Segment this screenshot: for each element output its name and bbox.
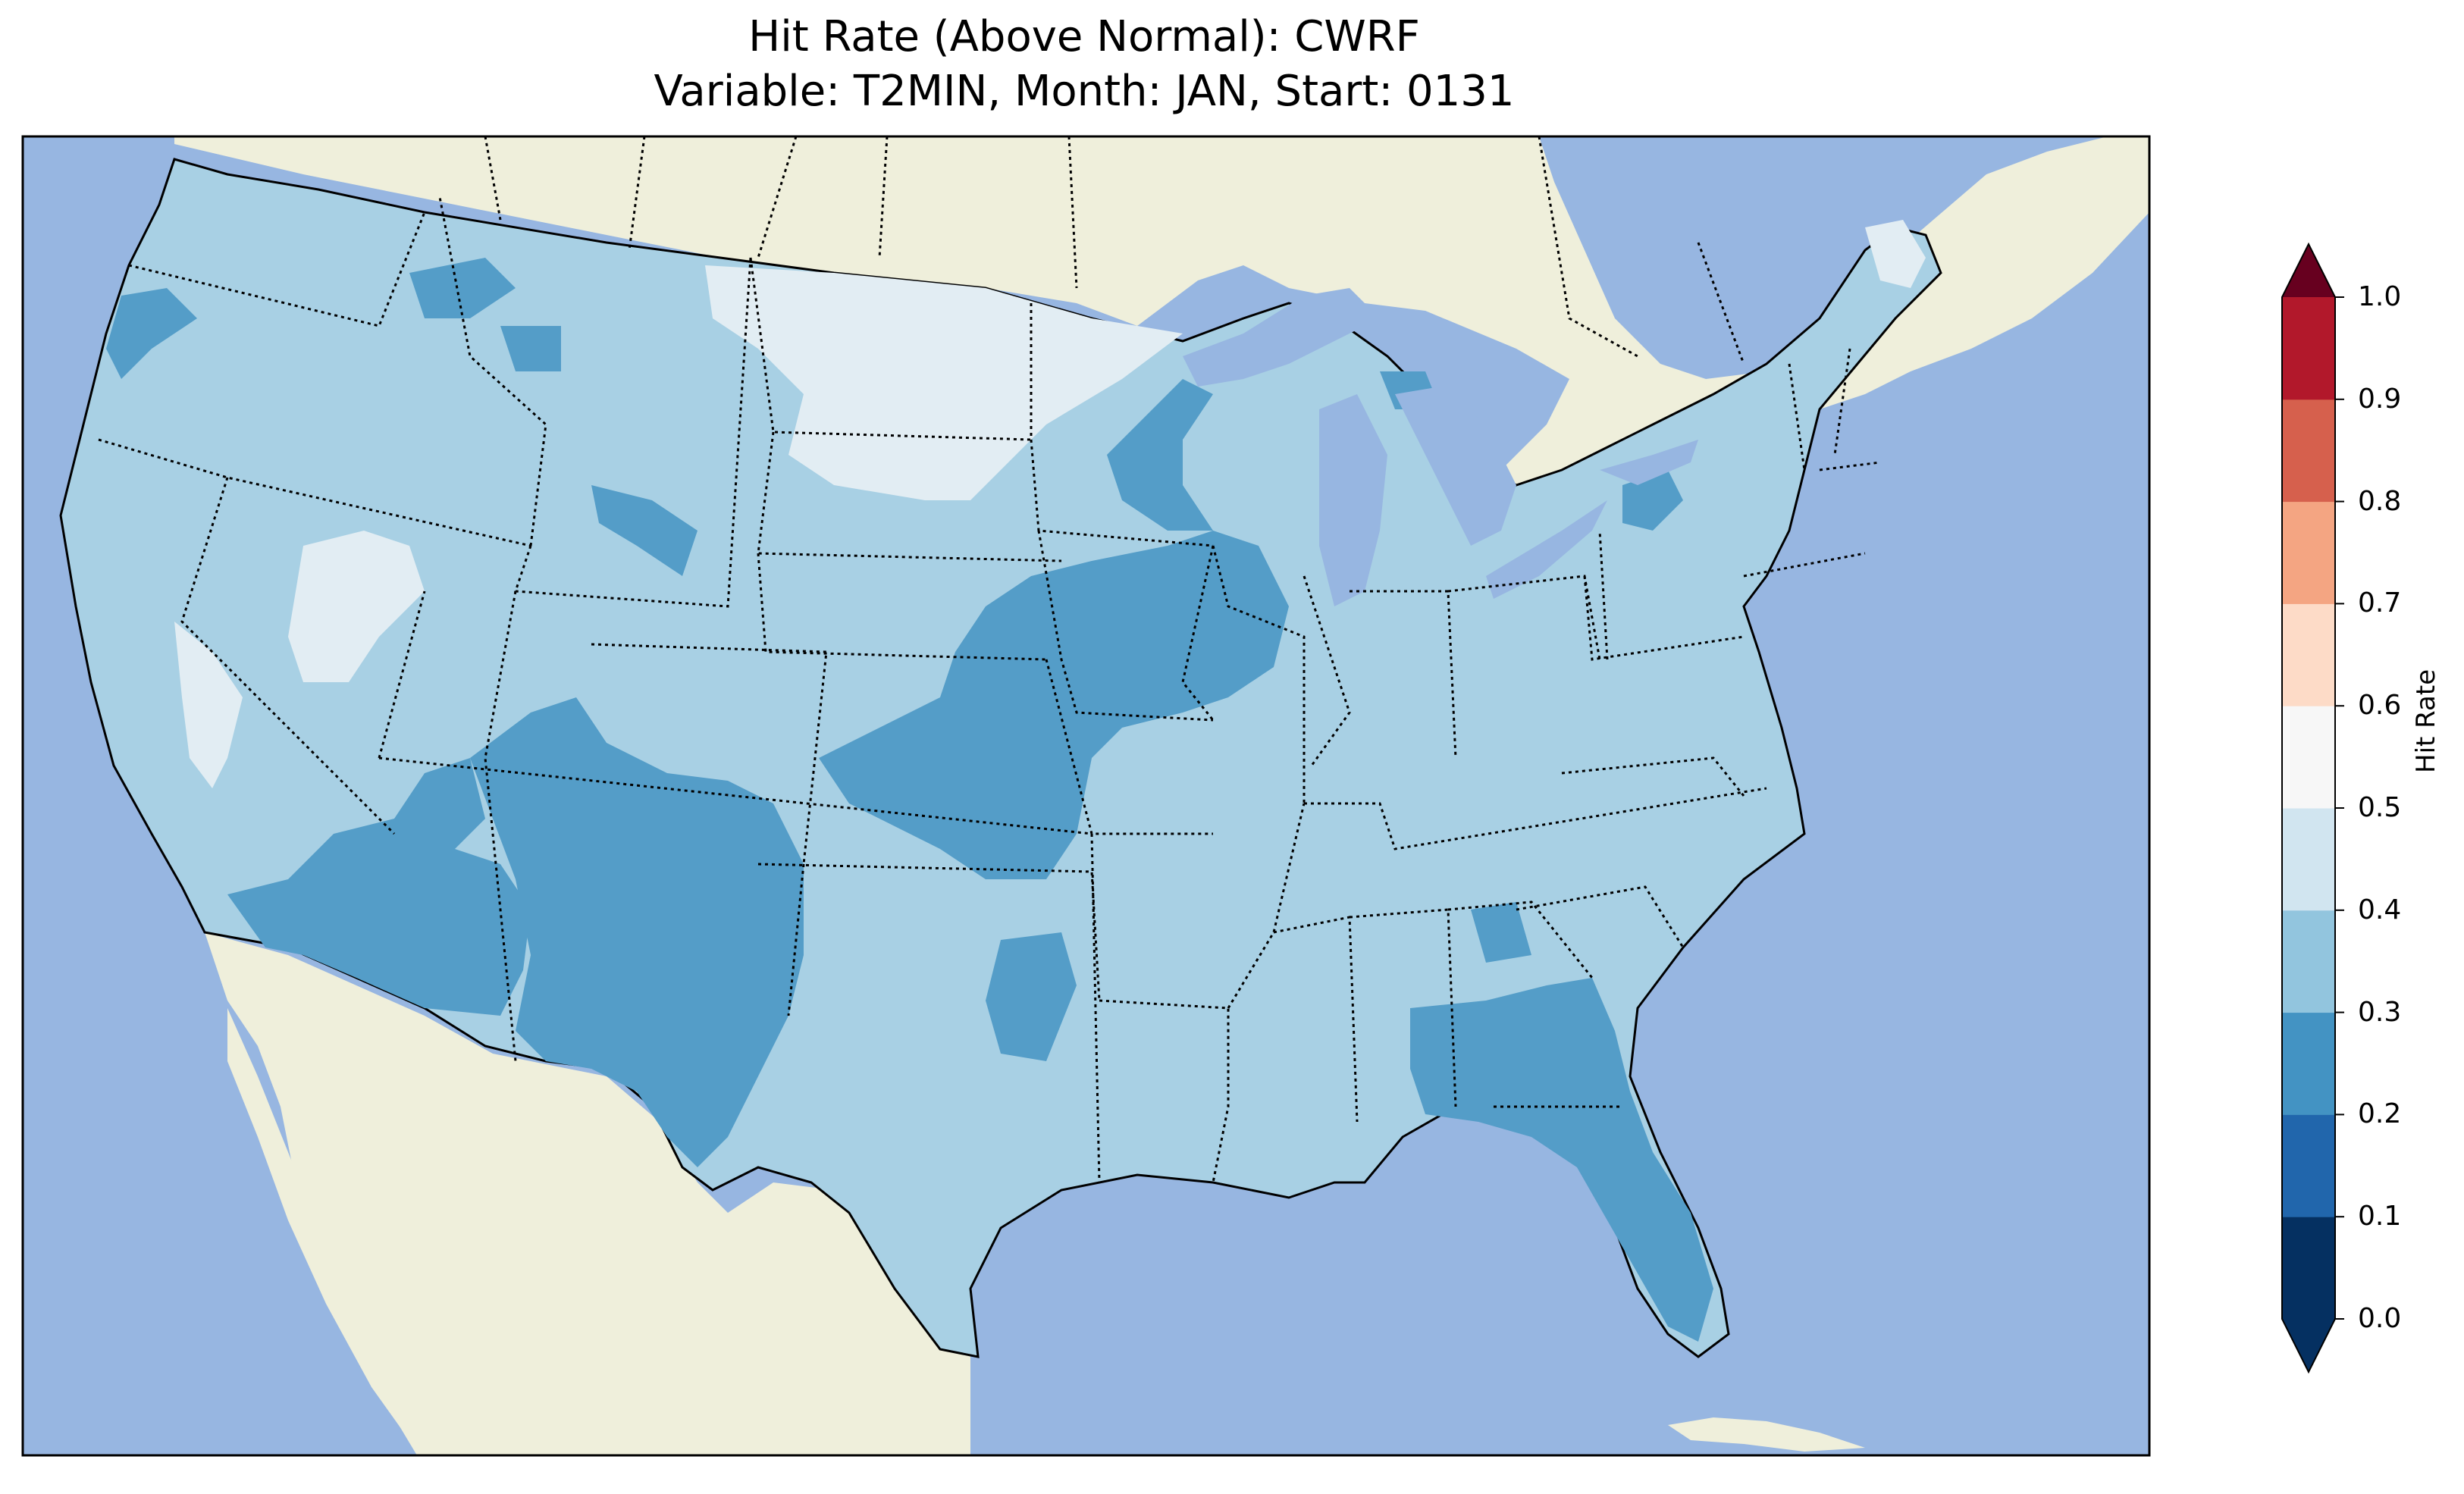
baja-land	[227, 1008, 425, 1440]
colorbar-tick-label: 0.1	[2358, 1201, 2402, 1232]
colorbar-bin	[2282, 399, 2335, 503]
colorbar-tick-label: 0.7	[2358, 587, 2402, 619]
cuba-land	[1668, 1417, 1865, 1452]
colorbar-bin	[2282, 706, 2335, 809]
map-subtitle: Variable: T2MIN, Month: JAN, Start: 0131	[654, 67, 1515, 116]
colorbar-bin	[2282, 297, 2335, 400]
colorbar-tick-label: 0.2	[2358, 1098, 2402, 1130]
great-lakes	[1183, 288, 1698, 606]
colorbar-bin	[2282, 808, 2335, 911]
map-frame	[21, 135, 2151, 1457]
colorbar-extend-min	[2282, 1319, 2335, 1372]
colorbar-tick-label: 1.0	[2358, 281, 2402, 312]
colorbar-tick-label: 0.4	[2358, 894, 2402, 926]
colorbar-bin	[2282, 501, 2335, 604]
colorbar-bin	[2282, 910, 2335, 1013]
colorbar-tick-label: 0.5	[2358, 792, 2402, 823]
colorbar-tick-label: 0.0	[2358, 1303, 2402, 1334]
colorbar-bin	[2282, 1114, 2335, 1217]
hit-rate-0.4-0.5-regions	[174, 220, 1926, 788]
map-area	[23, 136, 2149, 1455]
map-title: Hit Rate (Above Normal): CWRF	[748, 12, 1420, 61]
colorbar	[2281, 242, 2344, 1374]
colorbar-tick-label: 0.6	[2358, 690, 2402, 722]
colorbar-bin	[2282, 603, 2335, 706]
colorbar-bin	[2282, 1012, 2335, 1115]
colorbar-tick-label: 0.8	[2358, 485, 2402, 517]
mexico-land	[205, 932, 970, 1455]
colorbar-tick-label: 0.3	[2358, 996, 2402, 1028]
colorbar-tick-label: 0.9	[2358, 383, 2402, 415]
colorbar-extend-max	[2282, 244, 2335, 297]
hit-rate-0.2-0.3-regions	[106, 258, 1713, 1342]
state-borders	[98, 136, 1881, 1183]
colorbar-bin	[2282, 1217, 2335, 1320]
colorbar-label: Hit Rate	[2411, 669, 2441, 773]
